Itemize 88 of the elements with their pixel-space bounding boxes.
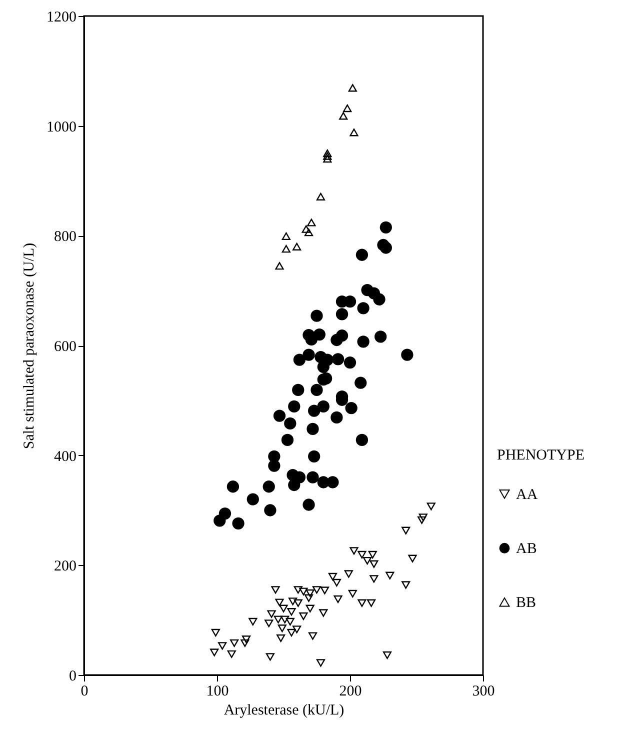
point [294, 586, 302, 594]
point [350, 128, 358, 136]
point [302, 225, 310, 233]
point [306, 589, 314, 597]
point [218, 642, 227, 650]
point [271, 586, 280, 594]
point [358, 599, 366, 607]
point [323, 152, 332, 160]
point [348, 590, 357, 598]
point [287, 608, 296, 616]
point [402, 581, 410, 589]
point [328, 572, 338, 581]
point [240, 639, 250, 647]
point [299, 588, 308, 596]
point [344, 570, 353, 578]
point [339, 112, 348, 120]
point [320, 586, 330, 594]
point [266, 653, 275, 661]
point [362, 556, 372, 565]
y-tick-label: 200 [54, 558, 76, 575]
point [264, 620, 274, 628]
point [210, 648, 219, 656]
y-tick-label: 800 [54, 229, 76, 246]
point [323, 154, 332, 163]
point [286, 618, 294, 626]
point [275, 598, 284, 606]
y-tick-label: 600 [54, 339, 76, 355]
point [382, 651, 392, 660]
y-tick-label: 400 [54, 448, 76, 465]
point [343, 104, 352, 112]
point [348, 84, 357, 92]
legend-title: PHENOTYPE [497, 448, 585, 464]
point [294, 599, 302, 607]
point [282, 232, 290, 240]
point [292, 626, 302, 634]
point [334, 595, 342, 604]
point [350, 547, 358, 555]
point [287, 628, 296, 637]
point [299, 612, 308, 620]
point [292, 242, 302, 250]
x-tick-label: 0 [80, 684, 88, 700]
legend-label: BB [516, 595, 536, 612]
point [370, 560, 378, 568]
point [280, 616, 290, 624]
point [275, 262, 284, 270]
y-axis-title: Salt stimulated paraoxonase (U/L) [22, 242, 38, 450]
x-tick-label: 100 [206, 684, 229, 700]
point [288, 598, 298, 606]
point [370, 575, 378, 583]
point [408, 554, 417, 562]
point [358, 550, 366, 559]
point [267, 610, 276, 618]
point [308, 632, 318, 640]
point [278, 624, 286, 632]
x-tick-label: 300 [472, 684, 495, 700]
point [211, 628, 220, 637]
point [248, 618, 258, 626]
point [242, 635, 251, 644]
point [279, 604, 288, 612]
point [426, 502, 436, 510]
point [307, 218, 316, 226]
point [227, 650, 236, 658]
point [276, 634, 286, 642]
legend-label: AA [516, 487, 538, 504]
point [306, 604, 314, 612]
point [368, 550, 377, 559]
point [332, 578, 342, 587]
y-tick-label: 1000 [46, 119, 76, 136]
point [304, 594, 314, 602]
point [386, 572, 394, 580]
point [402, 526, 410, 534]
point [304, 228, 314, 236]
point [316, 192, 326, 200]
legend-label: AB [516, 541, 537, 558]
point [230, 639, 239, 647]
y-tick-label: 0 [69, 668, 76, 684]
point [418, 514, 428, 522]
point [319, 609, 328, 617]
point [323, 149, 332, 158]
y-tick-label: 1200 [46, 10, 76, 26]
point [366, 599, 376, 607]
point [312, 586, 322, 594]
point [274, 616, 282, 624]
point [418, 516, 426, 524]
x-tick-label: 200 [339, 684, 362, 700]
point [316, 659, 326, 667]
x-axis-title: Arylesterase (kU/L) [224, 702, 344, 718]
point [282, 245, 290, 253]
